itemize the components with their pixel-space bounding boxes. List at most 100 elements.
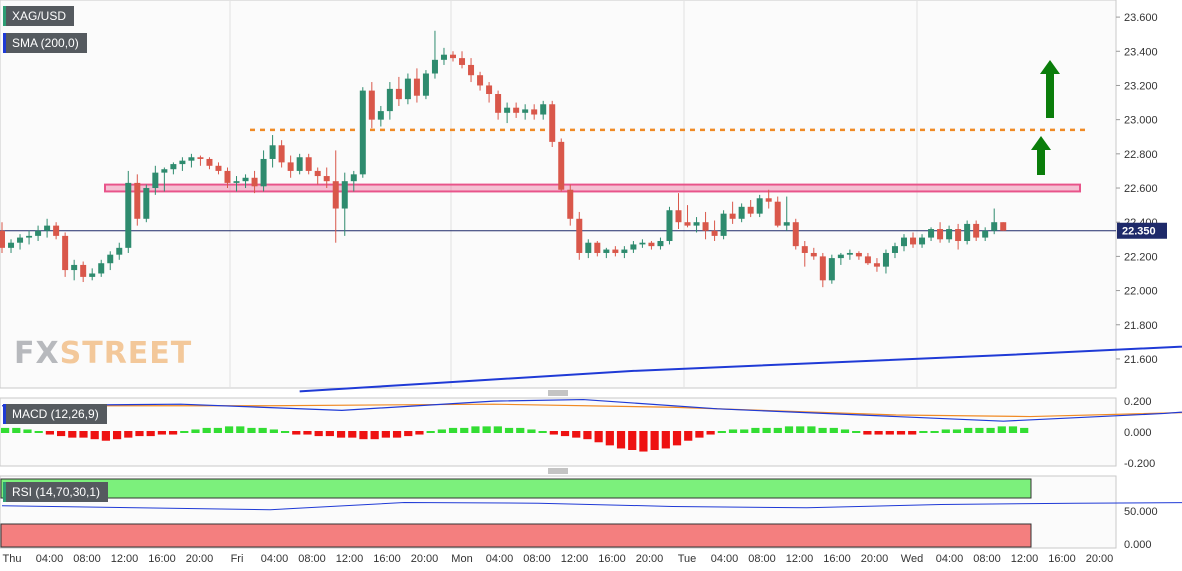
candle-body: [901, 237, 907, 247]
macd-histogram-bar: [146, 431, 155, 437]
macd-histogram-bar: [919, 431, 928, 433]
macd-histogram-bar: [1008, 426, 1018, 433]
candle-body: [882, 252, 889, 267]
support-band: [104, 183, 1081, 193]
macd-histogram-bar: [224, 426, 234, 433]
macd-histogram-bar: [773, 427, 782, 433]
x-tick-label: 08:00: [973, 553, 1001, 565]
macd-histogram-bar: [280, 431, 290, 433]
main-panel: [0, 0, 1117, 389]
macd-histogram-bar: [79, 431, 88, 438]
candle-body: [558, 141, 565, 190]
y-tick-label: 22.600: [1124, 183, 1158, 195]
candle-body: [197, 157, 204, 159]
macd-histogram-bar: [124, 431, 133, 438]
up-arrow-small-shaft: [1037, 148, 1045, 175]
candle-body: [522, 109, 529, 113]
macd-histogram-bar: [381, 431, 390, 438]
y-tick-label: 21.600: [1124, 354, 1158, 366]
candle-body: [639, 242, 646, 245]
candle-body: [35, 230, 42, 236]
candle-body: [44, 225, 51, 231]
candle-body: [810, 252, 817, 257]
candle-body: [531, 109, 538, 115]
candle-body: [161, 169, 168, 173]
macd-histogram-bar: [560, 431, 570, 437]
candle-body: [323, 176, 330, 182]
main-macd-splitter[interactable]: [548, 390, 568, 396]
candle-body: [648, 242, 655, 247]
rsi-overbought-zone: [0, 478, 1032, 499]
macd-histogram-bar: [964, 427, 973, 433]
candle-body: [486, 85, 493, 95]
macd-histogram-bar: [762, 427, 771, 433]
candle-body: [188, 157, 195, 161]
macd-histogram-bar: [448, 427, 458, 433]
x-tick-label: 04:00: [936, 553, 964, 565]
candle-body: [946, 229, 953, 240]
candle-body: [919, 237, 926, 245]
macd-histogram-bar: [639, 431, 648, 452]
y-tick-label: 22.000: [1124, 286, 1158, 298]
candle-body: [585, 242, 592, 253]
candle-body: [666, 210, 673, 242]
macd-histogram-bar: [997, 426, 1006, 433]
x-tick-label: 12:00: [561, 553, 589, 565]
candle-body: [928, 229, 935, 238]
macd-histogram-bar: [269, 429, 278, 433]
macd-histogram-bar: [706, 431, 715, 435]
candle-body: [368, 90, 375, 120]
macd-histogram-bar: [952, 429, 962, 433]
macd-histogram-bar: [728, 429, 738, 433]
candle-body: [296, 157, 303, 171]
macd-histogram-bar: [1, 427, 10, 433]
macd-histogram-bar: [986, 427, 995, 433]
sma-label[interactable]: SMA (200,0): [3, 33, 87, 53]
macd-histogram-bar: [437, 429, 446, 433]
macd-histogram-bar: [538, 431, 547, 433]
candle-body: [684, 222, 691, 226]
candle-body: [973, 223, 980, 238]
candle-body: [152, 172, 159, 189]
x-tick-label: 08:00: [73, 553, 101, 565]
macd-histogram-bar: [404, 431, 413, 437]
candle-body: [855, 252, 862, 257]
x-tick-label: 04:00: [711, 553, 739, 565]
candle-body: [404, 78, 411, 100]
up-arrow-small-head: [1031, 136, 1051, 150]
candle-body: [26, 235, 33, 238]
candle-body: [468, 64, 475, 76]
candle-body: [783, 222, 790, 226]
macd-label[interactable]: MACD (12,26,9): [3, 404, 107, 424]
candle-body: [504, 107, 511, 113]
support-band-fill: [106, 185, 1079, 191]
rsi-label[interactable]: RSI (14,70,30,1): [3, 482, 109, 502]
macd-histogram-bar: [941, 429, 950, 433]
candle-body: [828, 258, 835, 281]
sma-200-line: [299, 345, 1182, 393]
candle-body: [125, 182, 132, 248]
x-tick-label: 16:00: [598, 553, 626, 565]
macd-histogram-bar: [359, 431, 368, 440]
candle-body: [269, 145, 276, 159]
candle-body: [657, 241, 664, 247]
last-price-label: 22.350: [1122, 226, 1156, 238]
up-arrow-large-shaft: [1046, 72, 1054, 118]
macd-histogram-bar: [471, 426, 480, 433]
rsi-y-tick-label: 0.000: [1124, 539, 1152, 551]
candle-body: [937, 229, 944, 240]
macd-histogram-bar: [101, 431, 110, 441]
symbol-label[interactable]: XAG/USD: [3, 6, 75, 26]
macd-histogram-bar: [90, 431, 99, 440]
macd-histogram-bar: [549, 431, 558, 435]
macd-histogram-bar: [68, 431, 77, 438]
macd-histogram-bar: [23, 429, 32, 433]
macd-rsi-splitter[interactable]: [548, 468, 568, 474]
x-tick-label: 20:00: [1086, 553, 1114, 565]
macd-histogram-bar: [34, 431, 43, 433]
macd-histogram-bar: [112, 431, 122, 440]
candle-body: [1000, 222, 1007, 231]
macd-signal-line: [2, 403, 1182, 418]
macd-histogram-bar: [628, 431, 637, 450]
